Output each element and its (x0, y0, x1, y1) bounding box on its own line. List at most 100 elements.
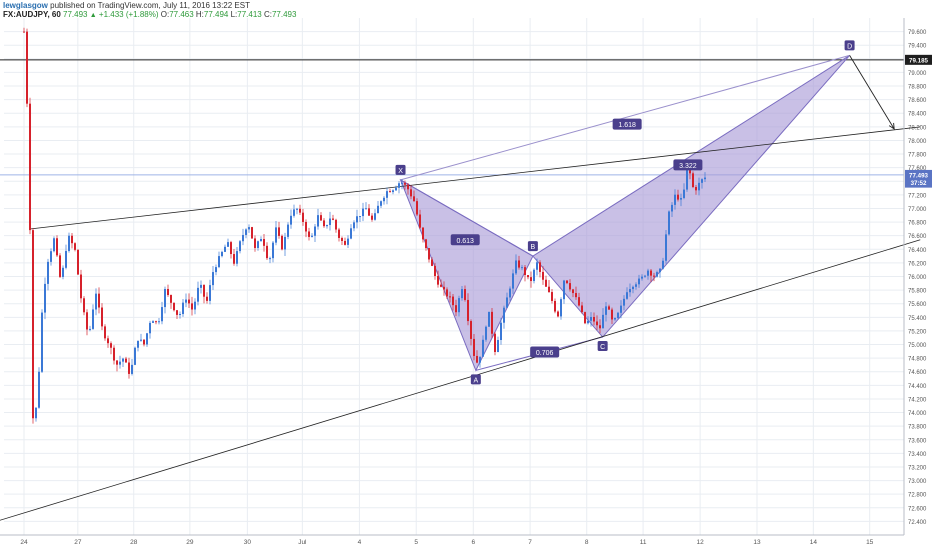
candle-body (248, 227, 250, 230)
candle-body (389, 191, 391, 193)
price-tick-label: 74.600 (908, 370, 927, 376)
projection-arrow-line (849, 55, 895, 130)
symbol-label[interactable]: FX:AUDJPY, 60 (3, 10, 61, 19)
candle-body (449, 296, 451, 298)
candle-body (377, 205, 379, 214)
candle-body (665, 234, 667, 261)
time-tick-label: 24 (20, 539, 28, 546)
up-triangle-icon: ▲ (89, 12, 97, 19)
candle-body (89, 328, 91, 330)
price-axis-marker-label: 77.493 (909, 172, 928, 179)
candle-body (122, 358, 124, 362)
candle-body (128, 362, 130, 374)
candle-body (401, 182, 403, 184)
candle-body (185, 299, 187, 303)
price-change: +1.433 (+1.88%) (98, 10, 159, 19)
pattern-point-label: A (474, 377, 479, 384)
price-tick-label: 77.800 (908, 153, 927, 159)
candle-body (62, 267, 64, 277)
candle-body (119, 361, 121, 365)
candle-body (518, 260, 520, 268)
candle-body (446, 289, 448, 297)
price-tick-label: 79.000 (908, 71, 927, 77)
candle-body (407, 184, 409, 190)
candle-body (443, 286, 445, 290)
candle-body (197, 287, 199, 302)
candle-body (437, 275, 439, 285)
publish-info: lewglasgow published on TradingView.com,… (3, 1, 250, 11)
candle-body (632, 286, 634, 290)
close-label: C: (263, 10, 272, 19)
candle-body (356, 216, 358, 223)
price-tick-label: 76.800 (908, 221, 927, 227)
candle-body (662, 260, 664, 269)
candle-body (281, 235, 283, 250)
candle-body (167, 288, 169, 295)
candle-body (695, 187, 697, 191)
candle-body (95, 293, 97, 310)
time-tick-label: 5 (414, 539, 418, 546)
candle-body (113, 347, 115, 361)
price-tick-label: 73.400 (908, 452, 927, 458)
candle-body (29, 103, 31, 231)
candle-body (386, 191, 388, 198)
candle-body (101, 307, 103, 327)
high-label: H: (195, 10, 204, 19)
price-axis-marker (905, 54, 932, 65)
candle-body (458, 298, 460, 313)
fib-ratio-label: 3.322 (679, 163, 697, 170)
pattern-point-label: X (398, 168, 403, 175)
time-tick-label: 30 (244, 539, 252, 546)
candle-body (257, 241, 259, 248)
author-name[interactable]: lewglasgow (3, 1, 48, 10)
candle-body (164, 288, 166, 308)
candle-body (353, 222, 355, 229)
candle-body (35, 407, 37, 419)
candle-body (263, 239, 265, 246)
candle-body (71, 235, 73, 244)
candle-body (476, 355, 478, 363)
candle-body (344, 240, 346, 245)
candle-body (140, 339, 142, 341)
candle-body (56, 238, 58, 256)
candle-body (83, 298, 85, 313)
time-tick-label: 14 (810, 539, 818, 546)
candle-body (467, 299, 469, 322)
candle-body (653, 275, 655, 277)
price-tick-label: 76.200 (908, 261, 927, 267)
candle-body (485, 326, 487, 340)
price-tick-label: 75.400 (908, 316, 927, 322)
candle-body (545, 279, 547, 287)
pattern-line-xd (400, 54, 850, 181)
candle-body (59, 255, 61, 277)
price-tick-label: 74.400 (908, 384, 927, 390)
candle-body (461, 289, 463, 299)
candle-body (422, 227, 424, 240)
candle-body (44, 283, 46, 313)
fib-ratio-badge (673, 159, 703, 171)
candle-body (32, 230, 34, 419)
candle-body (551, 292, 553, 301)
candle-body (149, 322, 151, 334)
candle-body (329, 218, 331, 225)
candle-body (266, 245, 268, 259)
candle-body (125, 358, 127, 363)
candle-body (335, 219, 337, 230)
time-tick-label: 28 (130, 539, 138, 546)
candle-body (482, 339, 484, 357)
candle-body (410, 189, 412, 197)
candle-body (380, 201, 382, 206)
price-tick-label: 78.600 (908, 98, 927, 104)
pattern-labels: X A B C D 0.613 0.706 3.322 1.618 (395, 40, 855, 385)
candle-body (26, 31, 28, 104)
candle-body (581, 305, 583, 313)
price-tick-label: 76.000 (908, 275, 927, 281)
candle-body (314, 226, 316, 236)
price-axis-marker-label: 37:52 (911, 180, 927, 187)
candle-body (434, 265, 436, 276)
candle-body (176, 310, 178, 315)
candle-body (650, 270, 652, 276)
candle-body (641, 276, 643, 279)
